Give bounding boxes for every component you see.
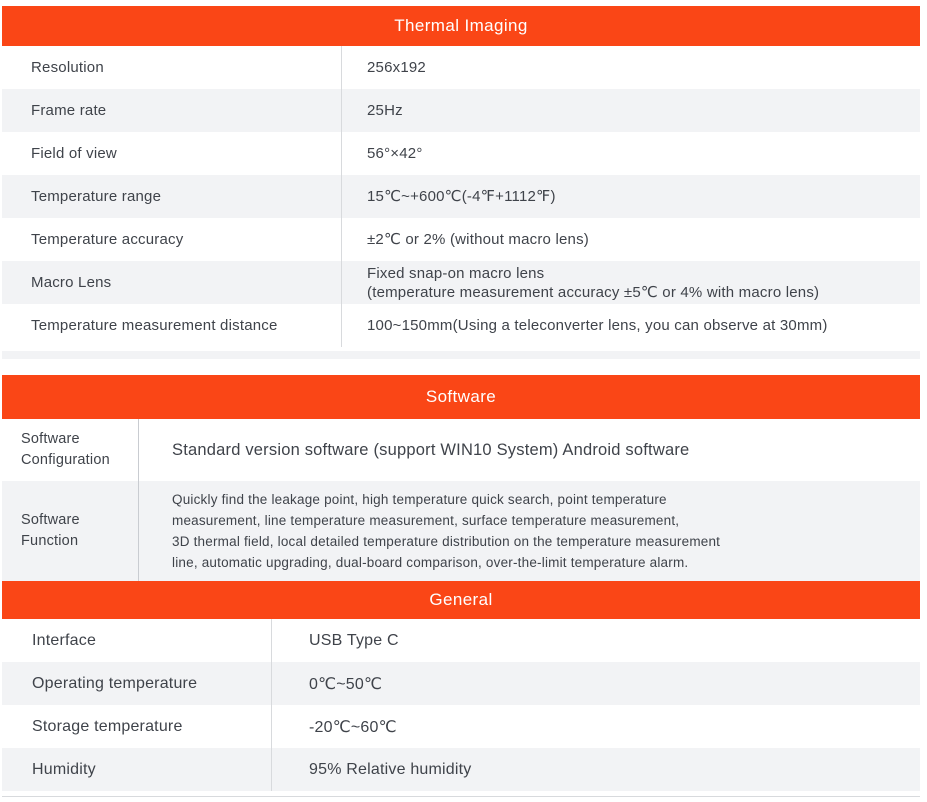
section-header-thermal-imaging: Thermal Imaging — [2, 6, 920, 46]
spec-row-interface: Interface USB Type C — [2, 619, 920, 662]
section-title: General — [429, 590, 493, 609]
software-rows: Software Configuration Standard version … — [2, 419, 920, 581]
spec-row-temperature-accuracy: Temperature accuracy ±2℃ or 2% (without … — [2, 218, 920, 261]
spec-value: 0℃~50℃ — [309, 675, 383, 693]
spec-label: Software Configuration — [2, 419, 139, 481]
spec-label: Field of view — [2, 132, 342, 175]
spec-label: Frame rate — [2, 89, 342, 132]
spec-row-field-of-view: Field of view 56°×42° — [2, 132, 920, 175]
spec-value-line: 3D thermal field, local detailed tempera… — [172, 534, 721, 549]
spec-value: Fixed snap-on macro lens (temperature me… — [342, 261, 920, 304]
spec-value: Standard version software (support WIN10… — [172, 440, 690, 459]
spec-row-temperature-range: Temperature range 15℃~+600℃(-4℉+1112℉) — [2, 175, 920, 218]
spec-value-line: measurement, line temperature measuremen… — [172, 513, 680, 528]
spec-label: Interface — [2, 619, 272, 662]
spec-label: Temperature range — [2, 175, 342, 218]
spec-value: 15℃~+600℃(-4℉+1112℉) — [367, 188, 556, 205]
spec-value: 95% Relative humidity — [309, 760, 472, 778]
spec-value-line: Fixed snap-on macro lens — [367, 264, 545, 282]
section-title: Thermal Imaging — [394, 16, 528, 35]
spec-value: 25Hz — [367, 102, 403, 119]
spec-label: Humidity — [2, 748, 272, 791]
section-general: General Interface USB Type C Operating t… — [2, 581, 920, 797]
spec-value: USB Type C — [309, 631, 399, 649]
spec-label: Temperature measurement distance — [2, 304, 342, 347]
spec-value-line: Quickly find the leakage point, high tem… — [172, 492, 667, 507]
section-title: Software — [425, 387, 497, 406]
thermal-imaging-rows: Resolution 256x192 Frame rate 25Hz Field… — [2, 46, 920, 347]
spec-row-frame-rate: Frame rate 25Hz — [2, 89, 920, 132]
section-header-general: General — [2, 581, 920, 619]
spec-label: Temperature accuracy — [2, 218, 342, 261]
spec-row-macro-lens: Macro Lens Fixed snap-on macro lens (tem… — [2, 261, 920, 304]
spec-value-line: line, automatic upgrading, dual-board co… — [172, 555, 689, 570]
bottom-border-line — [2, 796, 920, 797]
spec-value: -20℃~60℃ — [309, 718, 397, 736]
section-header-software: Software — [2, 375, 920, 419]
spec-label: Operating temperature — [2, 662, 272, 705]
spec-row-storage-temperature: Storage temperature -20℃~60℃ — [2, 705, 920, 748]
spec-row-resolution: Resolution 256x192 — [2, 46, 920, 89]
spec-label: Macro Lens — [2, 261, 342, 304]
spec-row-software-function: Software Function Quickly find the leaka… — [2, 481, 920, 581]
table-bottom-strip — [2, 351, 920, 359]
spec-value-line: (temperature measurement accuracy ±5℃ or… — [367, 283, 820, 301]
spec-value: 56°×42° — [367, 145, 423, 162]
spec-value: 100~150mm(Using a teleconverter lens, yo… — [367, 317, 828, 334]
spec-label: Resolution — [2, 46, 342, 89]
section-software: Software Software Configuration Standard… — [2, 375, 920, 581]
spec-label: Software Function — [2, 481, 139, 581]
spec-sheet: Thermal Imaging Resolution 256x192 Frame… — [2, 6, 920, 797]
section-thermal-imaging: Thermal Imaging Resolution 256x192 Frame… — [2, 6, 920, 359]
spec-row-operating-temperature: Operating temperature 0℃~50℃ — [2, 662, 920, 705]
spec-value: ±2℃ or 2% (without macro lens) — [367, 231, 589, 248]
spec-value: 256x192 — [367, 59, 426, 76]
spec-label: Storage temperature — [2, 705, 272, 748]
spec-row-temperature-measurement-distance: Temperature measurement distance 100~150… — [2, 304, 920, 347]
general-rows: Interface USB Type C Operating temperatu… — [2, 619, 920, 791]
spec-row-humidity: Humidity 95% Relative humidity — [2, 748, 920, 791]
spec-value: Quickly find the leakage point, high tem… — [139, 481, 920, 581]
spec-row-software-configuration: Software Configuration Standard version … — [2, 419, 920, 481]
